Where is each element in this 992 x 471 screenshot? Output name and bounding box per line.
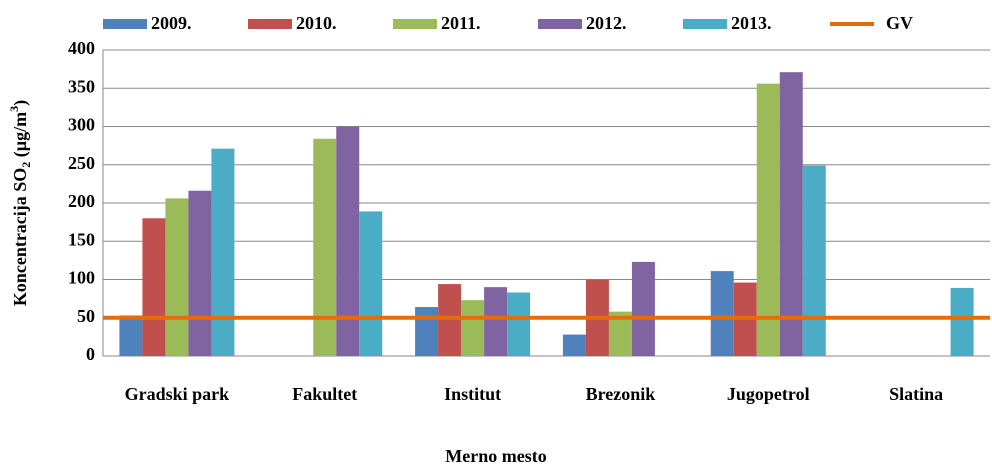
bar <box>756 83 780 356</box>
y-tick-label: 250 <box>68 153 95 173</box>
y-tick-label: 100 <box>68 268 95 288</box>
y-tick-label: 150 <box>68 229 95 249</box>
bar <box>802 165 826 356</box>
bar <box>710 271 734 356</box>
bar <box>142 218 166 356</box>
bar <box>950 287 974 356</box>
legend-swatch <box>248 19 292 29</box>
y-tick-label: 400 <box>68 38 95 58</box>
x-axis-label: Merno mesto <box>445 446 546 466</box>
legend-swatch <box>393 19 437 29</box>
y-tick-label: 350 <box>68 76 95 96</box>
legend-swatch <box>683 19 727 29</box>
x-tick-label: Institut <box>444 384 501 404</box>
y-tick-label: 0 <box>86 344 95 364</box>
x-tick-label: Fakultet <box>292 384 357 404</box>
x-tick-label: Slatina <box>889 384 943 404</box>
bar <box>415 307 439 356</box>
legend-label: 2011. <box>441 13 481 33</box>
x-tick-label: Gradski park <box>125 384 230 404</box>
bar <box>484 287 508 356</box>
bar <box>313 138 337 356</box>
bar <box>165 198 189 356</box>
y-label-sub: 2 <box>19 162 33 168</box>
x-tick-label: Brezonik <box>586 384 656 404</box>
legend-label: 2009. <box>151 13 192 33</box>
bar <box>562 334 586 356</box>
bar <box>461 300 485 356</box>
bar <box>188 190 212 356</box>
legend-swatch <box>103 19 147 29</box>
bar <box>336 126 360 356</box>
y-label-part: (µg/m <box>10 112 31 162</box>
legend-label: 2013. <box>731 13 772 33</box>
legend-label: GV <box>886 13 913 33</box>
bar <box>779 72 803 356</box>
y-axis-label: Koncentracija SO2 (µg/m3) <box>7 100 33 306</box>
y-tick-label: 200 <box>68 191 95 211</box>
legend-label: 2012. <box>586 13 627 33</box>
bar <box>608 311 632 356</box>
legend-swatch <box>538 19 582 29</box>
bar <box>211 148 235 356</box>
bar <box>359 211 383 356</box>
legend-label: 2010. <box>296 13 337 33</box>
y-tick-label: 300 <box>68 115 95 135</box>
y-label-part: ) <box>10 100 31 106</box>
bar <box>438 284 462 356</box>
y-tick-label: 50 <box>77 306 95 326</box>
bar <box>119 315 143 356</box>
y-label-sup: 3 <box>7 106 21 112</box>
y-label-part: Koncentracija SO <box>10 168 30 306</box>
x-tick-label: Jugopetrol <box>727 384 810 404</box>
bar <box>507 292 531 356</box>
bar <box>631 261 655 356</box>
